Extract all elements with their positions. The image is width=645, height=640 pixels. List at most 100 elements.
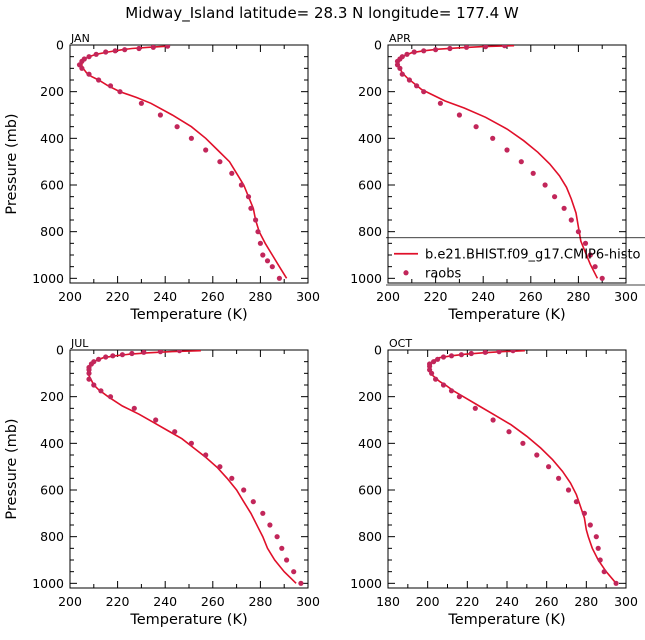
raobs-point (534, 452, 540, 458)
raobs-point (595, 545, 601, 551)
x-tick-label: 240 (471, 289, 495, 304)
raobs-point (433, 376, 439, 382)
y-tick-label: 1000 (32, 271, 64, 286)
raobs-point (504, 147, 510, 153)
y-tick-label: 400 (358, 131, 382, 146)
y-axis-label: Pressure (mb) (4, 418, 20, 519)
raobs-point (93, 51, 99, 57)
raobs-point (406, 77, 412, 83)
raobs-point (172, 429, 178, 435)
raobs-point (157, 350, 163, 355)
raobs-point (96, 77, 102, 83)
raobs-point (279, 545, 285, 551)
x-tick-label: 300 (296, 289, 320, 304)
raobs-point (458, 352, 464, 358)
raobs-point (468, 350, 474, 357)
x-axis-label: Temperature (K) (447, 612, 565, 628)
raobs-point (98, 388, 104, 394)
x-tick-label: 280 (248, 594, 272, 609)
raobs-point (530, 170, 536, 176)
x-tick-label: 220 (424, 289, 448, 304)
raobs-point (165, 45, 171, 49)
panel-month-label: JAN (70, 32, 90, 45)
raobs-point (153, 417, 159, 423)
raobs-point (107, 394, 114, 400)
raobs-point (86, 376, 92, 382)
y-tick-label: 0 (374, 343, 382, 358)
raobs-point (274, 534, 280, 540)
y-tick-label: 600 (40, 178, 64, 193)
raobs-point (456, 394, 462, 400)
raobs-point (448, 388, 455, 394)
y-tick-label: 600 (358, 483, 382, 498)
raobs-point (103, 49, 109, 55)
raobs-point (599, 275, 605, 281)
figure-title: Midway_Island latitude= 28.3 N longitude… (125, 4, 519, 23)
raobs-point (593, 534, 599, 540)
raobs-point (575, 229, 582, 235)
raobs-point (188, 135, 194, 141)
x-tick-label: 220 (106, 289, 130, 304)
raobs-point (435, 356, 441, 362)
x-tick-label: 200 (416, 594, 440, 609)
x-axis-label: Temperature (K) (129, 307, 247, 323)
x-tick-label: 260 (201, 594, 225, 609)
raobs-point (276, 275, 282, 281)
raobs-point (565, 487, 572, 493)
raobs-point (91, 382, 97, 388)
raobs-point (482, 350, 488, 355)
y-tick-label: 0 (374, 38, 382, 53)
raobs-point (581, 510, 588, 516)
raobs-point (138, 100, 144, 106)
y-tick-label: 1000 (350, 576, 382, 591)
x-tick-label: 280 (574, 594, 598, 609)
data-layer (427, 350, 619, 586)
y-tick-label: 1000 (350, 271, 382, 286)
legend-marker-swatch (403, 270, 409, 276)
y-tick-label: 400 (358, 436, 382, 451)
model-profile-line (81, 45, 288, 279)
raobs-point (96, 356, 102, 362)
model-profile-line (396, 45, 599, 279)
raobs-point (131, 405, 137, 411)
raobs-point (552, 194, 558, 200)
raobs-point (260, 510, 266, 516)
raobs-point (298, 580, 304, 586)
raobs-point (136, 45, 142, 52)
raobs-point (86, 54, 92, 60)
data-layer (76, 45, 288, 281)
raobs-point (546, 464, 552, 470)
raobs-point (463, 45, 470, 50)
raobs-point (250, 499, 256, 505)
raobs-point (399, 71, 405, 77)
x-tick-label: 200 (376, 289, 400, 304)
raobs-point (103, 354, 109, 360)
raobs-point (241, 487, 247, 493)
legend-entry-raobs: raobs (425, 266, 462, 281)
raobs-point (568, 217, 574, 223)
x-tick-label: 260 (519, 289, 543, 304)
raobs-point (613, 580, 619, 586)
panel-month-label: JUL (70, 337, 89, 350)
raobs-point (587, 252, 593, 258)
y-axis-label: Pressure (mb) (4, 113, 20, 214)
raobs-point (520, 440, 526, 446)
raobs-point (556, 475, 562, 481)
raobs-point (414, 83, 420, 89)
raobs-point (404, 51, 410, 57)
plot-frame (69, 349, 309, 589)
raobs-point (472, 405, 478, 411)
x-axis-label: Temperature (K) (447, 307, 565, 323)
raobs-point (397, 65, 403, 71)
x-tick-label: 280 (566, 289, 590, 304)
model-profile-line (428, 350, 617, 584)
raobs-point (238, 182, 244, 188)
raobs-point (431, 359, 437, 365)
raobs-point (229, 475, 235, 481)
raobs-point (483, 45, 489, 50)
raobs-point (542, 182, 548, 188)
raobs-point (122, 47, 128, 53)
raobs-point (119, 352, 125, 358)
